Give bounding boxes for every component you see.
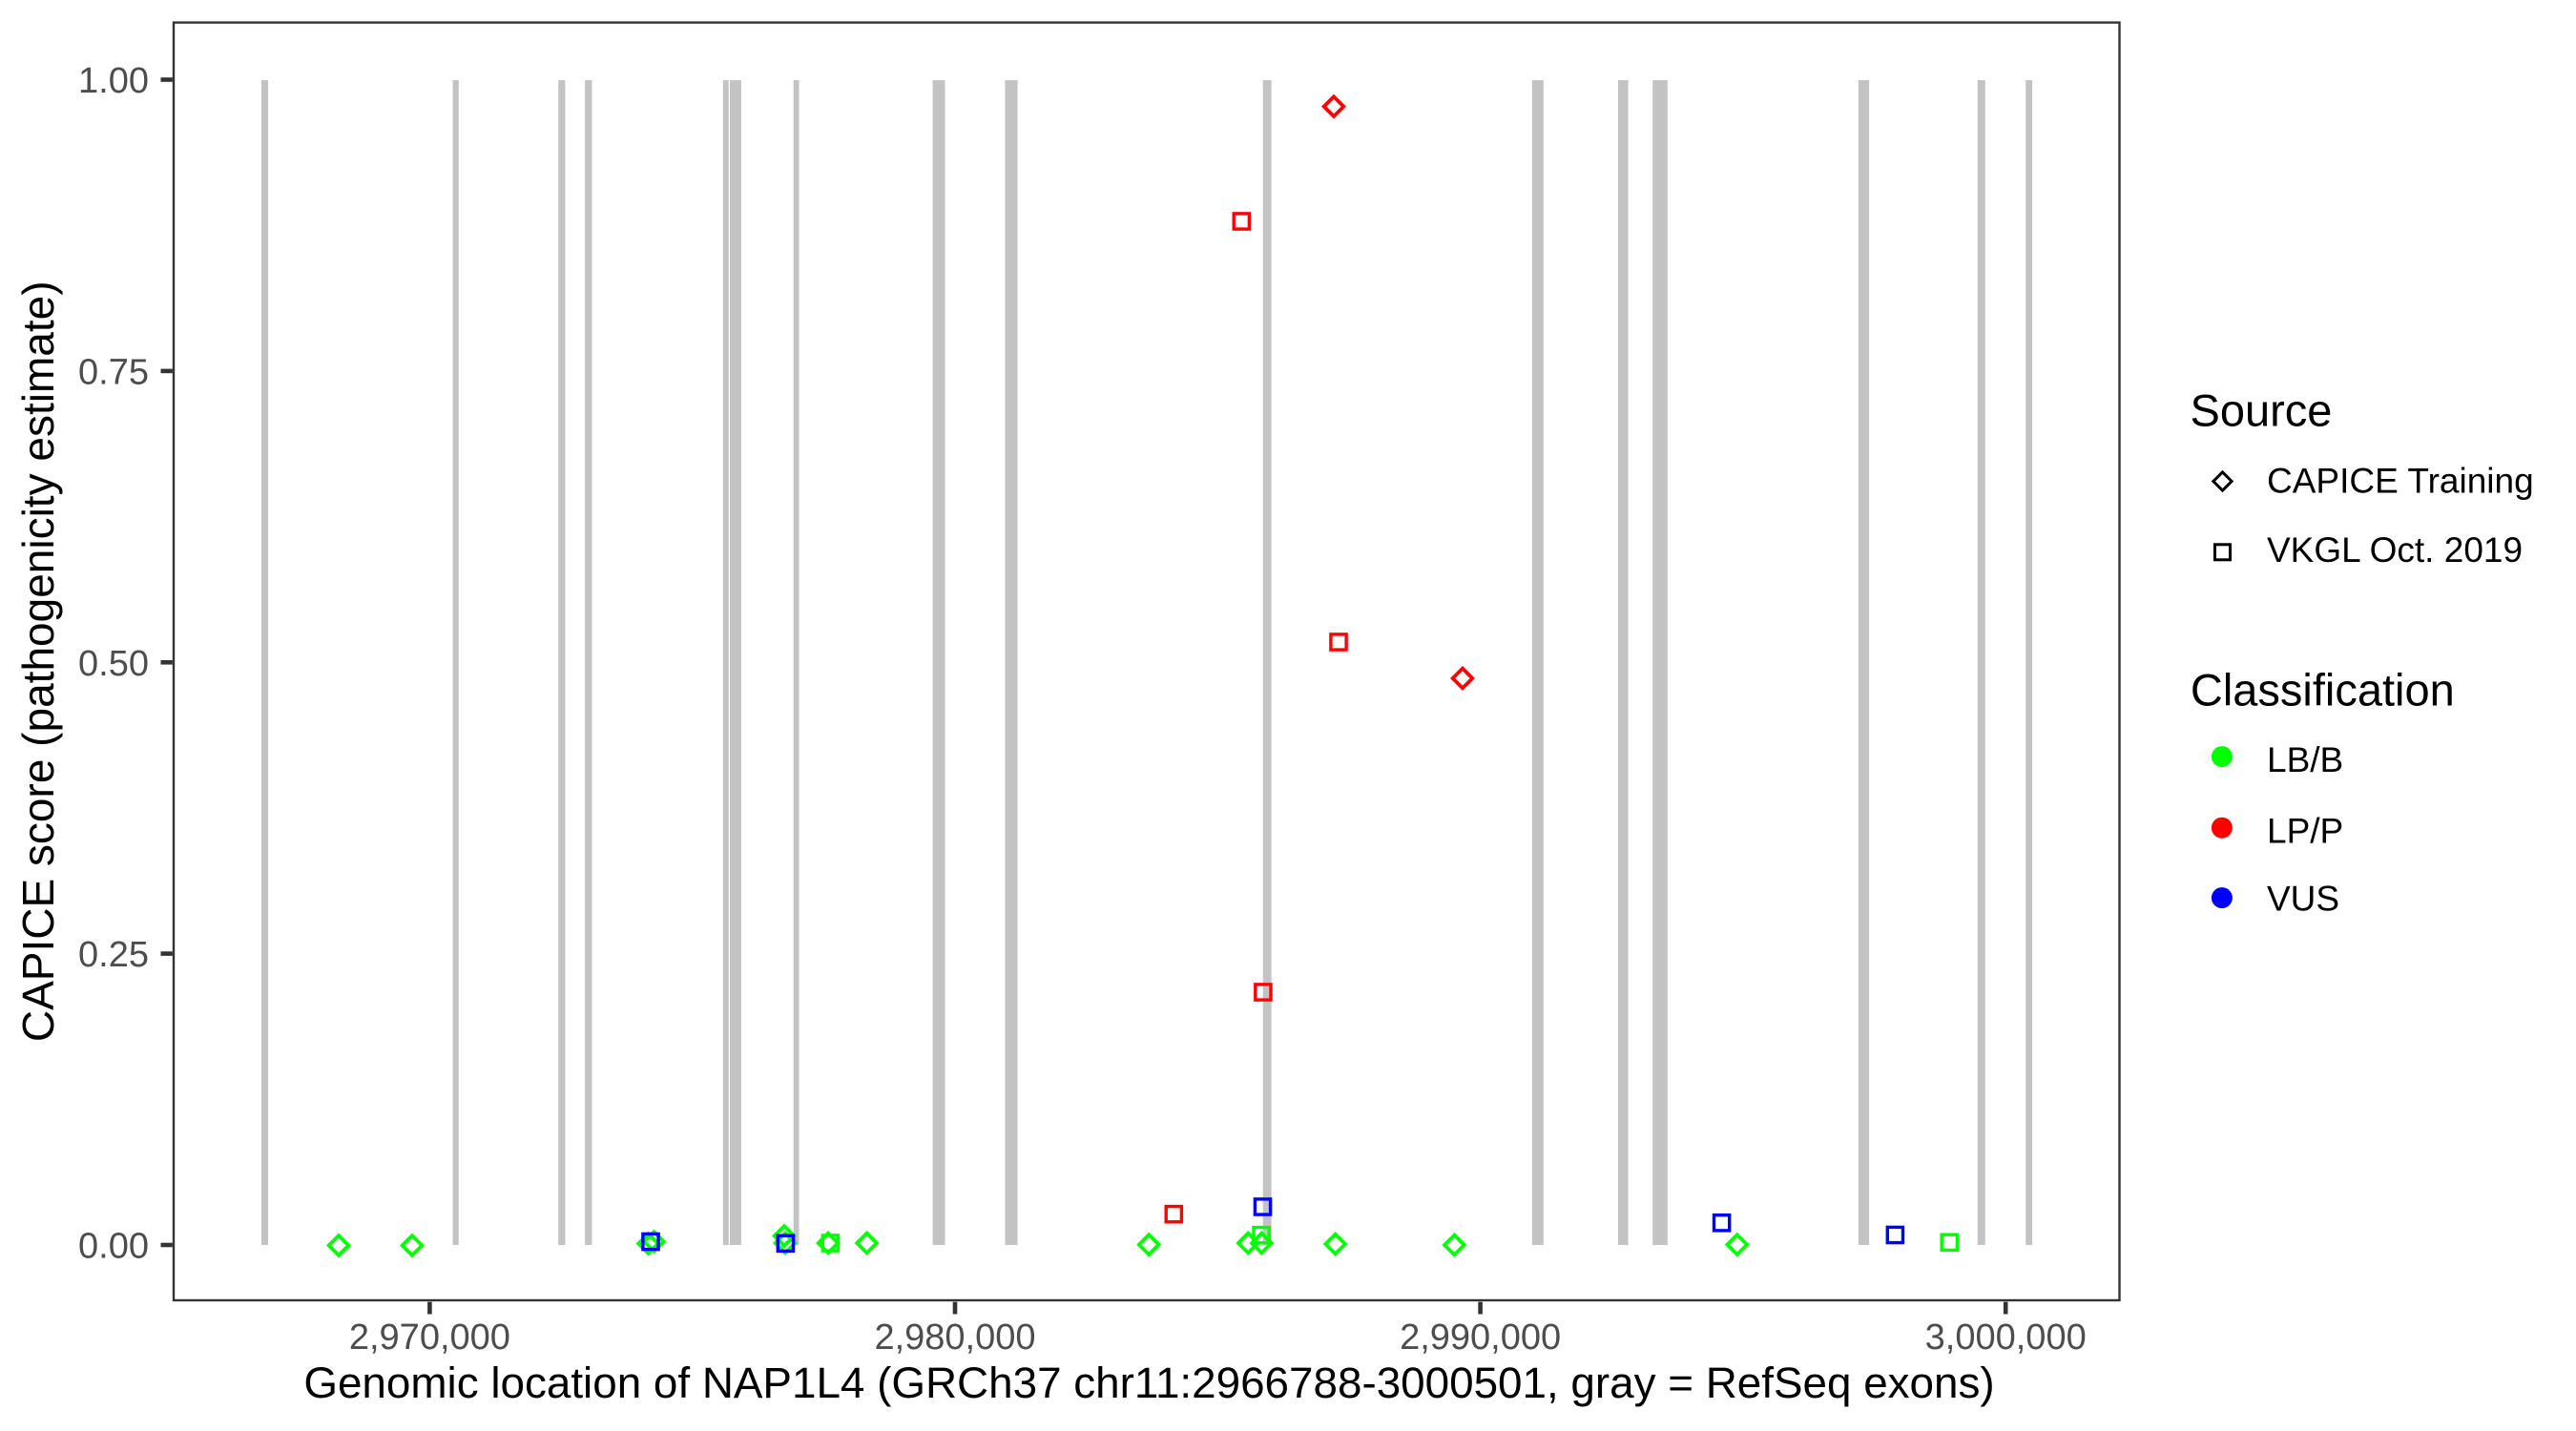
svg-text:2,970,000: 2,970,000 [349,1317,510,1358]
svg-text:Genomic location of NAP1L4 (GR: Genomic location of NAP1L4 (GRCh37 chr11… [303,1358,1994,1407]
svg-text:Classification: Classification [2191,664,2455,715]
svg-text:0.00: 0.00 [78,1227,149,1267]
svg-text:CAPICE score (pathogenicity es: CAPICE score (pathogenicity estimate) [13,280,63,1042]
svg-text:0.50: 0.50 [78,644,149,684]
svg-text:1.00: 1.00 [78,61,149,101]
svg-text:0.75: 0.75 [78,352,149,392]
svg-text:VKGL Oct. 2019: VKGL Oct. 2019 [2267,530,2523,570]
svg-text:2,980,000: 2,980,000 [874,1317,1035,1358]
svg-text:LP/P: LP/P [2267,812,2343,851]
svg-text:0.25: 0.25 [78,935,149,975]
svg-text:Source: Source [2191,385,2333,436]
svg-text:3,000,000: 3,000,000 [1925,1317,2087,1358]
svg-text:LB/B: LB/B [2267,740,2343,779]
svg-text:CAPICE Training: CAPICE Training [2267,462,2534,501]
svg-text:2,990,000: 2,990,000 [1400,1317,1561,1358]
svg-text:VUS: VUS [2267,880,2339,919]
